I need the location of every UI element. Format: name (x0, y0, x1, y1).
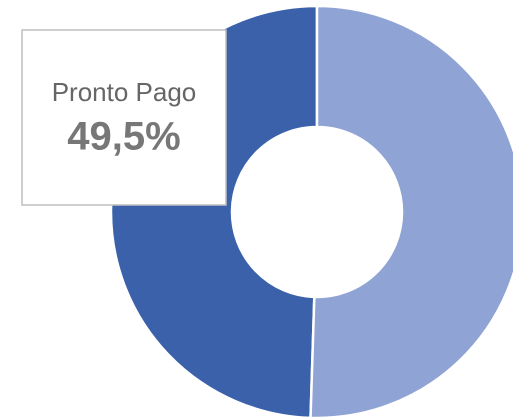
value-label: 49,5% (67, 115, 180, 159)
segment-label: Pronto Pago (52, 77, 197, 107)
label-box (21, 29, 227, 206)
donut-segment (309, 4, 513, 418)
